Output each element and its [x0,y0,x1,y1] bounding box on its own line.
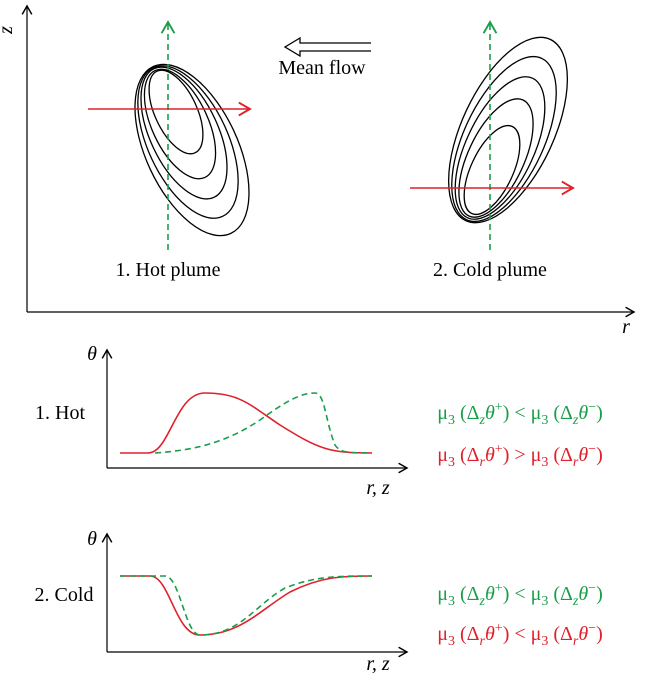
formula-part: θ [485,402,495,424]
formula-part: 3 [448,634,455,649]
rz-label: r, z [366,653,390,675]
formula-part: z [479,413,486,428]
formula-part: + [495,581,503,596]
formula-part: z [572,594,579,609]
formula-part: ) > μ [503,444,542,466]
formula-part: − [588,400,596,415]
formula-part: (Δ [455,623,480,645]
z-profile-cold [120,575,373,636]
mean-flow-label: Mean flow [278,57,366,79]
cold-label: 2. Cold [35,584,94,606]
formula-part: + [495,442,503,457]
formula-part: z [479,594,486,609]
formula-part: r [480,634,486,649]
formula-part: 3 [541,413,548,428]
formula-part: (Δ [548,623,573,645]
formula-part: (Δ [455,583,480,605]
formula-part: 3 [448,455,455,470]
formula-part: + [495,400,503,415]
formula-part: ) < μ [503,623,542,645]
hot-plume-label: 1. Hot plume [116,259,221,281]
formula-part: 3 [541,594,548,609]
formula-part: − [588,581,596,596]
formula-part: z [572,413,579,428]
formula-part: μ [437,583,448,605]
formula-part: (Δ [455,444,480,466]
formula-part: θ [578,402,588,424]
formula-part: 3 [541,634,548,649]
formula-part: ) [596,402,603,424]
r-profile-cold [120,575,373,636]
formula-part: − [588,621,596,636]
formula-part: θ [578,623,588,645]
formula-part: (Δ [455,402,480,424]
cold-formula-r: μ3​ (Δr​θ+​) < μ3​ (Δr​θ−​) [437,621,603,649]
cold-formula-z: μ3​ (Δz​θ+​) < μ3​ (Δz​θ−​) [437,581,603,609]
mean-flow-arrow [283,36,371,58]
formula-part: 3 [448,413,455,428]
formula-part: ) < μ [503,583,542,605]
hot-contours [134,63,250,237]
theta-label: θ [87,528,97,550]
formula-part: ) < μ [503,402,542,424]
formula-part: (Δ [548,402,573,424]
formula-part: r [573,634,579,649]
r-profile-hot [120,392,373,454]
formula-part: θ [578,583,588,605]
formula-part: r [573,455,579,470]
rz-label: r, z [366,477,390,499]
hot-label: 1. Hot [35,402,85,424]
formula-part: − [588,442,596,457]
formula-part: ) [596,444,603,466]
cold-contours [447,36,569,224]
cold-plume-label: 2. Cold plume [433,259,547,281]
formula-part: θ [578,444,588,466]
theta-label: θ [87,343,97,365]
hot-formula-r: μ3​ (Δr​θ+​) > μ3​ (Δr​θ−​) [437,442,603,470]
formula-part: ) [596,623,603,645]
z-label: z [0,26,17,35]
formula-part: (Δ [548,444,573,466]
formula-part: r [480,455,486,470]
formula-part: μ [437,402,448,424]
formula-part: θ [485,444,495,466]
hot-formula-z: μ3​ (Δz​θ+​) < μ3​ (Δz​θ−​) [437,400,603,428]
formula-part: (Δ [548,583,573,605]
formula-part: 3 [448,594,455,609]
formula-part: μ [437,444,448,466]
formula-part: + [495,621,503,636]
z-profile-hot [154,392,373,454]
r-label: r [622,316,630,338]
formula-part: ) [596,583,603,605]
formula-part: μ [437,623,448,645]
formula-part: θ [485,623,495,645]
formula-part: θ [485,583,495,605]
formula-part: 3 [541,455,548,470]
